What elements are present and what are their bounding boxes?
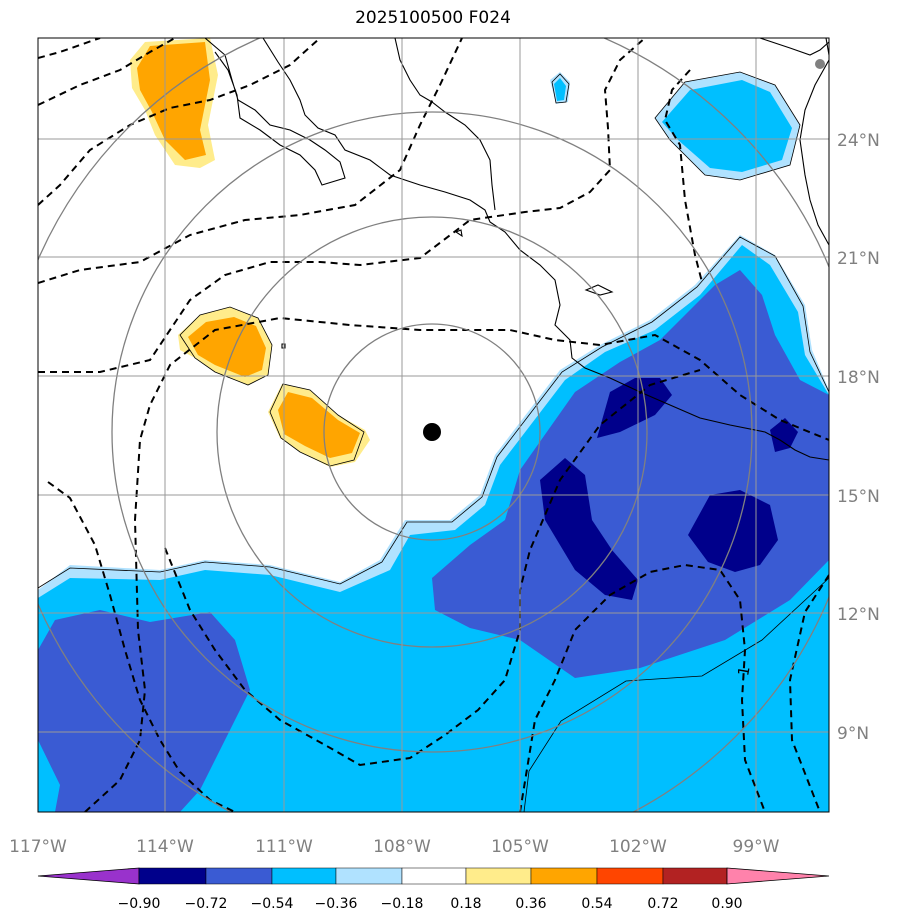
colorbar xyxy=(37,867,830,885)
lat-label: 24°N xyxy=(837,131,880,151)
anomaly-navy-fill xyxy=(540,378,798,600)
colorbar-label: −0.72 xyxy=(185,896,228,912)
zero-edge-contours xyxy=(38,71,829,812)
colorbar-label: 0.18 xyxy=(450,896,481,912)
lon-label: 99°W xyxy=(733,837,780,857)
contour-label: -1 xyxy=(733,665,753,683)
storm-center-marker xyxy=(423,423,441,441)
map-layers xyxy=(38,38,829,812)
colorbar-bin xyxy=(530,867,598,885)
colorbar-over-arrow xyxy=(726,867,830,885)
colorbar-label: 0.90 xyxy=(711,896,742,912)
lon-label: 114°W xyxy=(136,837,194,857)
colorbar-bin xyxy=(596,867,664,885)
range-rings xyxy=(38,38,829,812)
longitude-labels: 117°W 114°W 111°W 108°W 105°W 102°W 99°W xyxy=(9,837,780,857)
colorbar-labels: −0.90 −0.72 −0.54 −0.36 −0.18 0.18 0.36 … xyxy=(118,896,743,912)
station-marker xyxy=(815,59,825,69)
colorbar-under-arrow xyxy=(37,867,140,885)
lon-label: 105°W xyxy=(491,837,549,857)
anomaly-orange-fill xyxy=(137,42,360,458)
colorbar-label: −0.90 xyxy=(118,896,161,912)
colorbar-bin xyxy=(401,867,467,885)
lon-label: 117°W xyxy=(9,837,67,857)
colorbar-bin xyxy=(271,867,337,885)
colorbar-label: 0.54 xyxy=(581,896,612,912)
colorbar-bin xyxy=(662,867,728,885)
lon-label: 102°W xyxy=(609,837,667,857)
lon-label: 108°W xyxy=(373,837,431,857)
anomaly-royal-blue-fill xyxy=(38,270,829,812)
lon-label: 111°W xyxy=(255,837,313,857)
colorbar-label: −0.18 xyxy=(381,896,424,912)
latitude-labels: 24°N 21°N 18°N 15°N 12°N 9°N xyxy=(837,131,880,744)
colorbar-label: −0.54 xyxy=(251,896,294,912)
colorbar-bin xyxy=(335,867,403,885)
lat-label: 9°N xyxy=(837,724,869,744)
colorbar-bin xyxy=(205,867,273,885)
colorbar-label: 0.36 xyxy=(515,896,546,912)
colorbar-label: −0.36 xyxy=(315,896,358,912)
lat-label: 21°N xyxy=(837,249,880,269)
lat-label: 15°N xyxy=(837,487,880,507)
colorbar-bin xyxy=(465,867,532,885)
lat-label: 18°N xyxy=(837,368,880,388)
map-title: 2025100500 F024 xyxy=(355,8,511,28)
map-frame xyxy=(37,37,830,813)
colorbar-bin xyxy=(138,867,207,885)
lat-label: 12°N xyxy=(837,605,880,625)
graticule xyxy=(38,38,829,812)
colorbar-label: 0.72 xyxy=(647,896,678,912)
